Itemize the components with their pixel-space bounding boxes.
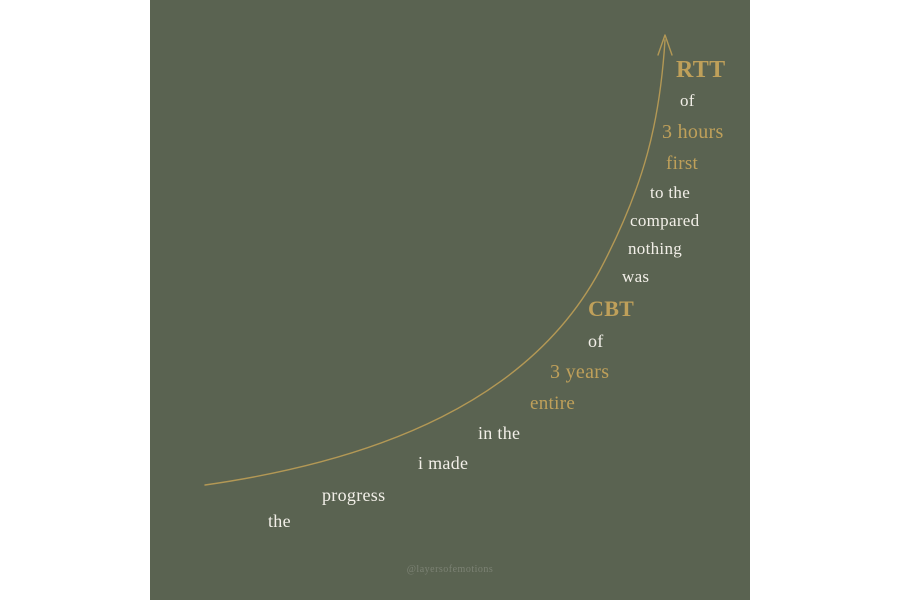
word-0: the: [268, 512, 291, 530]
growth-curve: [150, 0, 750, 600]
word-11: to the: [650, 184, 690, 201]
word-14: of: [680, 92, 695, 109]
credit-handle: @layersofemotions: [407, 564, 494, 575]
word-7: CBT: [588, 298, 634, 320]
word-10: compared: [630, 212, 699, 229]
word-2: i made: [418, 454, 468, 472]
word-12: first: [666, 154, 698, 173]
word-5: 3 years: [550, 362, 609, 382]
word-4: entire: [530, 394, 575, 413]
word-6: of: [588, 332, 604, 350]
infographic-card: @layersofemotions the progress i made in th…: [150, 0, 750, 600]
word-8: was: [622, 268, 649, 285]
outer-frame: @layersofemotions the progress i made in th…: [0, 0, 900, 600]
word-1: progress: [322, 486, 385, 504]
word-15: RTT: [676, 58, 725, 82]
word-9: nothing: [628, 240, 682, 257]
word-13: 3 hours: [662, 122, 724, 142]
word-3: in the: [478, 424, 520, 442]
